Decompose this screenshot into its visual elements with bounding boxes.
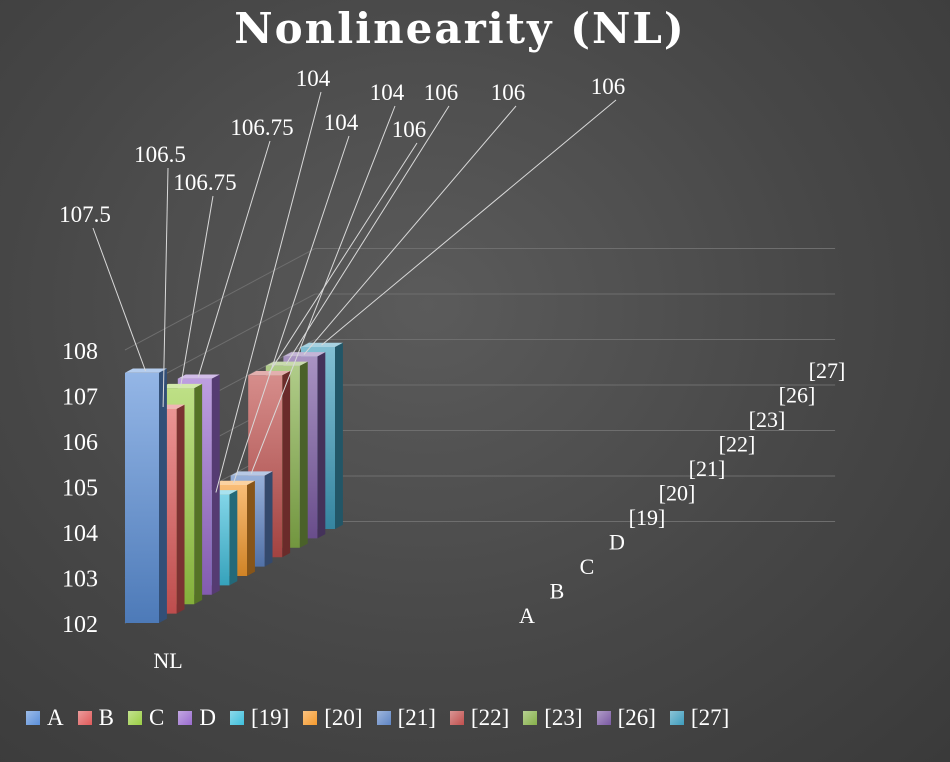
- legend-swatch: [229, 711, 244, 725]
- bar-side: [194, 383, 203, 605]
- y-tick-label: 108: [62, 339, 98, 365]
- data-label-leader: [321, 99, 617, 346]
- data-label: 104: [370, 80, 405, 105]
- data-label: 104: [296, 66, 331, 91]
- depth-axis-label: A: [519, 603, 535, 628]
- legend-swatch: [77, 711, 92, 725]
- legend-item: [21]: [376, 705, 436, 731]
- legend-swatch: [449, 711, 464, 725]
- legend-item: [20]: [303, 705, 363, 731]
- y-tick-label: 103: [62, 567, 98, 593]
- legend-item: [27]: [669, 705, 730, 731]
- legend-swatch: [127, 711, 142, 725]
- legend-label: [22]: [470, 705, 510, 730]
- y-tick-label: 104: [62, 521, 98, 547]
- depth-axis-label: B: [550, 579, 565, 604]
- legend-item: A: [26, 705, 64, 731]
- data-label-leader: [285, 105, 450, 365]
- legend-item: B: [77, 705, 114, 731]
- data-label-leader: [197, 140, 271, 377]
- depth-axis-label: C: [580, 554, 595, 579]
- depth-axis-label: [26]: [779, 383, 816, 408]
- legend-label: [23]: [544, 705, 583, 730]
- legend-label: [20]: [324, 705, 363, 730]
- data-label: 106: [491, 80, 526, 105]
- y-tick-label: 107: [62, 385, 98, 411]
- data-label: 106.5: [134, 142, 186, 167]
- legend-label: [19]: [250, 705, 290, 730]
- bar-side: [282, 370, 291, 558]
- bar-front: [125, 372, 159, 623]
- chart-title: Nonlinearity (NL): [234, 4, 686, 53]
- bar-side: [211, 374, 220, 595]
- data-label-leader: [250, 105, 396, 474]
- depth-axis-label: [20]: [659, 481, 696, 506]
- legend-item: [23]: [523, 705, 583, 731]
- y-tick-label: 106: [62, 430, 98, 456]
- bar-side: [317, 352, 326, 539]
- legend-swatch: [523, 711, 538, 725]
- legend-item: [22]: [449, 705, 510, 731]
- gridline-depth: [124, 248, 316, 351]
- data-label: 106: [591, 74, 626, 99]
- depth-axis-label: [22]: [719, 432, 756, 457]
- legend-swatch: [376, 711, 391, 725]
- data-label: 106.75: [173, 170, 236, 195]
- category-label: NL: [153, 648, 182, 673]
- data-label-leader: [233, 135, 350, 484]
- legend-swatch: [26, 711, 40, 725]
- data-label: 107.5: [59, 202, 111, 227]
- legend-label: D: [199, 705, 216, 730]
- bar-side: [264, 471, 273, 567]
- legend-swatch: [596, 711, 611, 725]
- data-label-leader: [92, 227, 146, 372]
- data-label-leader: [180, 195, 214, 387]
- legend-label: [26]: [617, 705, 656, 730]
- data-label: 106: [392, 117, 427, 142]
- bar-side: [299, 361, 308, 548]
- bar-A: [125, 368, 167, 623]
- legend-label: [21]: [397, 705, 436, 730]
- bar-side: [159, 368, 167, 623]
- legend-swatch: [669, 711, 684, 725]
- data-label: 106.75: [230, 115, 293, 140]
- legend-item: D: [178, 705, 216, 731]
- legend-swatch: [303, 711, 318, 725]
- legend-item: C: [127, 705, 165, 731]
- depth-axis-label: D: [609, 530, 625, 555]
- chart-legend: A B C D [19] [20] [21] [22] [23] [26] [27]: [26, 705, 926, 731]
- depth-axis-label: [23]: [749, 407, 786, 432]
- depth-axis-label: [21]: [689, 456, 726, 481]
- depth-axis-label: [27]: [809, 358, 846, 383]
- bar-side: [229, 490, 238, 586]
- y-tick-label: 102: [62, 612, 98, 638]
- bar-side: [176, 404, 185, 614]
- legend-label: A: [47, 705, 64, 730]
- data-label: 106: [424, 80, 459, 105]
- bar-side: [335, 342, 343, 529]
- legend-label: [27]: [690, 705, 730, 730]
- depth-axis-label: [19]: [629, 505, 666, 530]
- legend-label: B: [98, 705, 114, 730]
- legend-swatch: [178, 711, 193, 725]
- legend-item: [26]: [596, 705, 656, 731]
- y-tick-label: 105: [62, 476, 98, 502]
- data-label-leader: [303, 105, 517, 355]
- data-label-leader: [268, 142, 418, 374]
- bar-side: [247, 480, 255, 576]
- data-label: 104: [324, 110, 359, 135]
- legend-item: [19]: [229, 705, 290, 731]
- data-label-leader: [215, 91, 322, 493]
- data-label-leader: [162, 167, 169, 407]
- legend-label: C: [148, 705, 165, 730]
